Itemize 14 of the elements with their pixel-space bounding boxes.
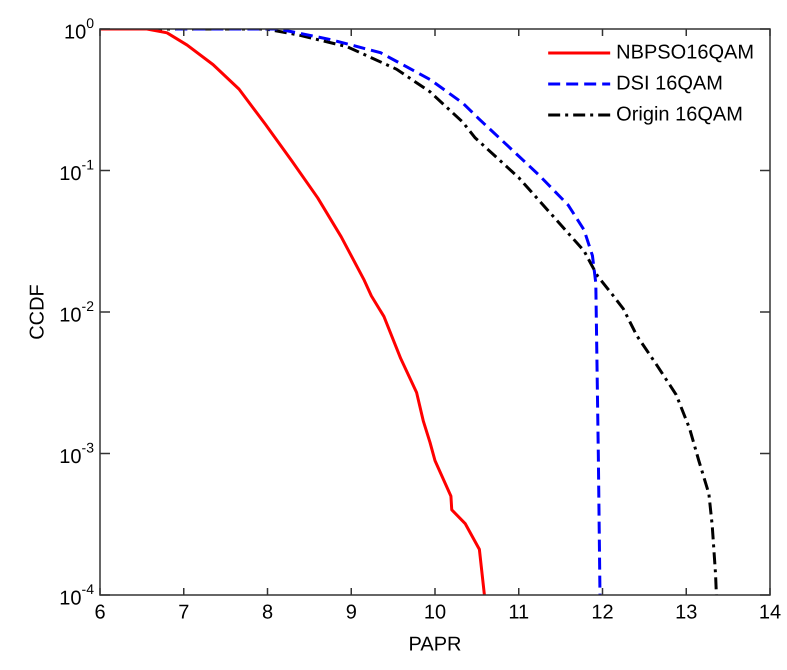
x-tick-label: 7 [178,602,190,624]
x-tick-label: 8 [262,602,274,624]
x-tick-label: 11 [508,602,530,624]
x-tick-label: 9 [346,602,357,624]
y-axis-title: CCDF [26,284,49,340]
x-tick-label: 6 [94,602,106,624]
x-tick-label: 13 [675,602,698,624]
x-tick-label: 12 [591,602,614,624]
x-tick-label: 14 [758,602,782,624]
legend-label: Origin 16QAM [616,104,743,126]
x-axis-title: PAPR [408,634,462,656]
legend-label: DSI 16QAM [616,72,723,95]
legend-label: NBPSO16QAM [616,42,754,64]
x-tick-label: 10 [424,602,446,624]
